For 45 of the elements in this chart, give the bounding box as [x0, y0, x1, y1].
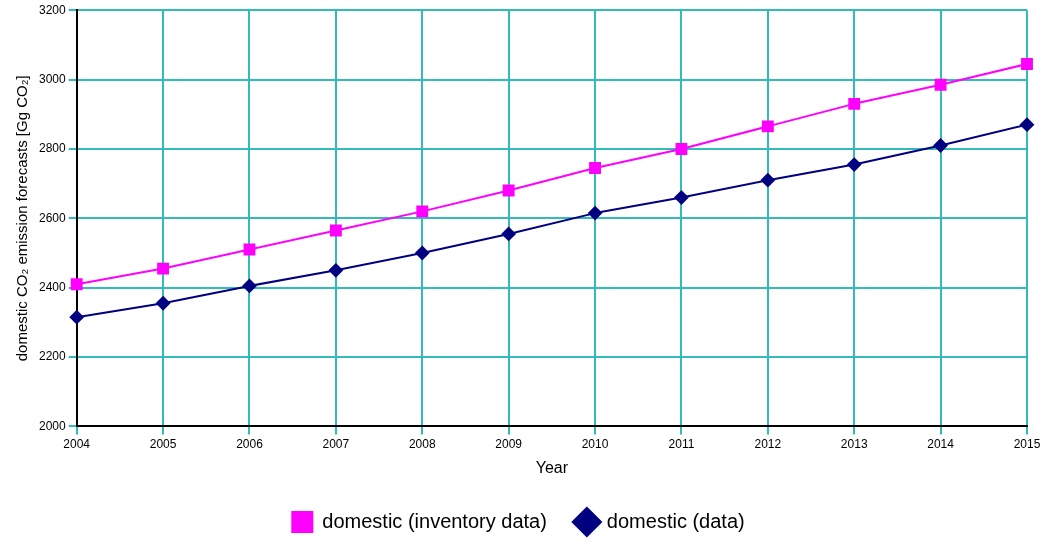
point	[242, 278, 257, 293]
x-tick-label: 2010	[581, 436, 609, 451]
point	[1021, 58, 1033, 70]
x-tick-label: 2007	[322, 436, 350, 451]
point	[847, 157, 862, 172]
point	[328, 263, 343, 278]
point	[157, 262, 170, 275]
x-tick-label: 2014	[927, 436, 955, 451]
y-tick-label: 3000	[38, 71, 67, 86]
point	[674, 190, 689, 205]
point	[69, 310, 84, 325]
x-tick-label: 2006	[236, 436, 264, 451]
y-tick-label: 3200	[38, 2, 67, 17]
point	[1020, 117, 1034, 132]
point	[675, 142, 688, 155]
x-tick-label: 2013	[840, 436, 868, 451]
y-tick-label: 2200	[38, 349, 67, 364]
legend-label: domestic (inventory data)	[322, 509, 547, 532]
y-tick-label: 2400	[38, 279, 67, 294]
point	[933, 138, 948, 153]
point	[416, 205, 429, 218]
x-tick-label: 2004	[63, 436, 91, 451]
point	[415, 245, 430, 260]
x-tick-label: 2015	[1013, 436, 1041, 451]
point	[588, 206, 603, 221]
point	[848, 97, 861, 110]
x-tick-label: 2008	[408, 436, 436, 451]
point	[761, 120, 774, 133]
x-tick-label: 2009	[495, 436, 523, 451]
point	[502, 184, 515, 197]
y-tick-label: 2800	[38, 141, 67, 156]
point	[589, 162, 601, 174]
y-axis-title: domestic CO₂ emission forecasts [Gg CO₂]	[13, 75, 31, 362]
y-tick-label: 2600	[38, 210, 67, 225]
point	[329, 224, 342, 237]
x-tick-label: 2012	[754, 436, 782, 451]
legend-label: domestic (data)	[606, 509, 745, 532]
point	[760, 173, 775, 188]
y-tick-label: 2000	[38, 418, 67, 433]
x-tick-label: 2005	[149, 436, 177, 451]
point	[934, 78, 947, 91]
point	[501, 226, 516, 241]
x-tick-label: 2011	[668, 436, 695, 451]
point	[156, 296, 171, 311]
x-axis-title: Year	[535, 458, 569, 476]
